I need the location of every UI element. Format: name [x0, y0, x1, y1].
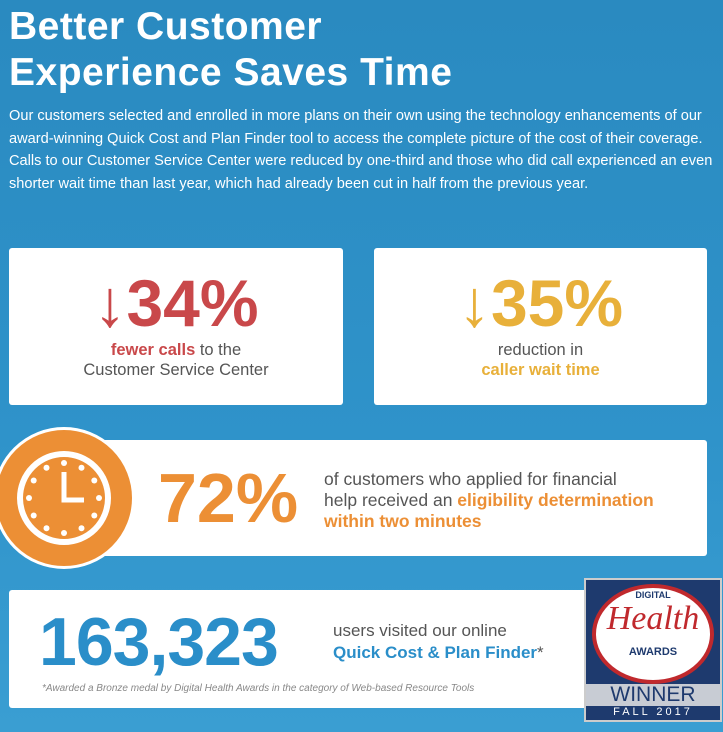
- wait-stat-card: ↓35% reduction in caller wait time: [374, 248, 707, 405]
- calls-stat-value: ↓34%: [93, 266, 259, 340]
- users-stat-value: 163,323: [39, 604, 279, 680]
- eligibility-stat-value: 72%: [158, 459, 299, 537]
- intro-paragraph: Our customers selected and enrolled in m…: [9, 108, 713, 192]
- users-stat-card: 163,323 users visited our online Quick Co…: [9, 590, 589, 708]
- title-line-1: Better Customer: [9, 5, 323, 48]
- award-footnote: *Awarded a Bronze medal by Digital Healt…: [42, 683, 475, 694]
- clock-icon: [0, 427, 135, 569]
- page-title: Better Customer Experience Saves Time: [9, 4, 452, 96]
- wait-stat-caption: reduction in caller wait time: [481, 341, 600, 379]
- title-line-2: Experience Saves Time: [9, 51, 453, 94]
- calls-stat-caption: fewer calls to the Customer Service Cente…: [83, 341, 269, 379]
- calls-stat-card: ↓34% fewer calls to the Customer Service …: [9, 248, 343, 405]
- wait-stat-value: ↓35%: [457, 266, 624, 340]
- arrow-down-icon: ↓: [457, 266, 491, 340]
- digital-health-awards-badge: DIGITAL Health AWARDS WINNER FALL 2017: [584, 578, 722, 722]
- users-stat-caption: users visited our online Quick Cost & Pla…: [333, 621, 544, 662]
- arrow-down-icon: ↓: [93, 266, 127, 340]
- eligibility-stat-card: 72% of customers who applied for financi…: [40, 440, 707, 556]
- eligibility-stat-caption: of customers who applied for financial he…: [324, 469, 654, 531]
